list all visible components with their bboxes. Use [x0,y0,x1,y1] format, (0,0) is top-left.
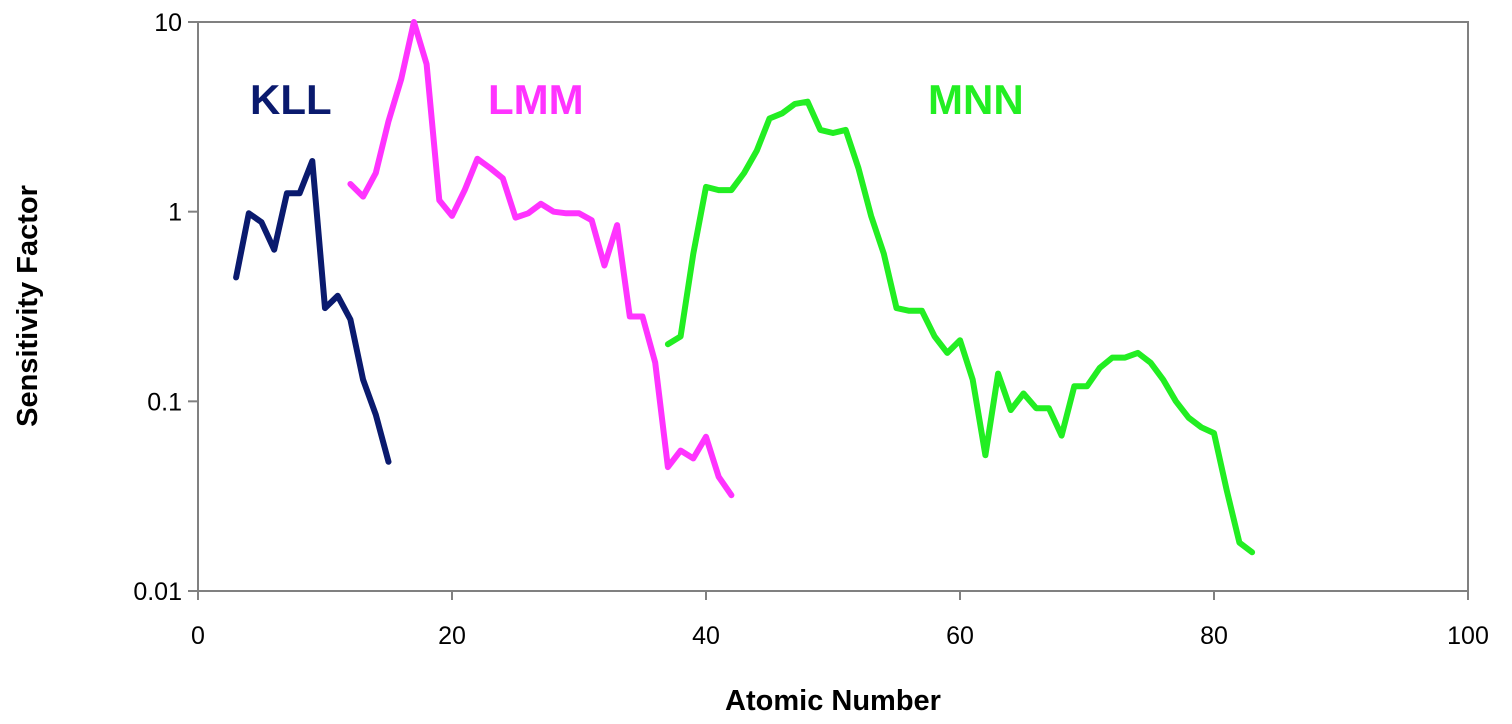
x-tick-label: 0 [191,622,205,650]
x-tick-label: 20 [438,622,466,650]
x-tick-label: 100 [1447,622,1489,650]
series-line-lmm [347,19,735,499]
y-tick-label: 0.01 [133,578,182,606]
x-tick-label: 40 [692,622,720,650]
x-axis-ticks: 0 20 40 60 80 100 [191,591,1489,650]
series-label-kll: KLL [250,76,332,123]
plot-area [197,21,1469,592]
series-label-mnn: MNN [928,76,1024,123]
series-lines [233,19,1256,556]
y-tick-label: 1 [168,199,182,227]
series-label-lmm: LMM [488,76,584,123]
series-line-mnn [664,98,1256,556]
y-axis-title: Sensitivity Factor [12,185,44,427]
y-tick-label: 0.1 [147,388,182,416]
x-tick-label: 60 [946,622,974,650]
x-tick-label: 80 [1200,622,1228,650]
y-axis-ticks: 0.01 0.1 1 10 [133,9,198,606]
y-tick-label: 10 [154,9,182,37]
series-line-kll [233,158,392,465]
x-axis-title: Atomic Number [725,685,941,717]
